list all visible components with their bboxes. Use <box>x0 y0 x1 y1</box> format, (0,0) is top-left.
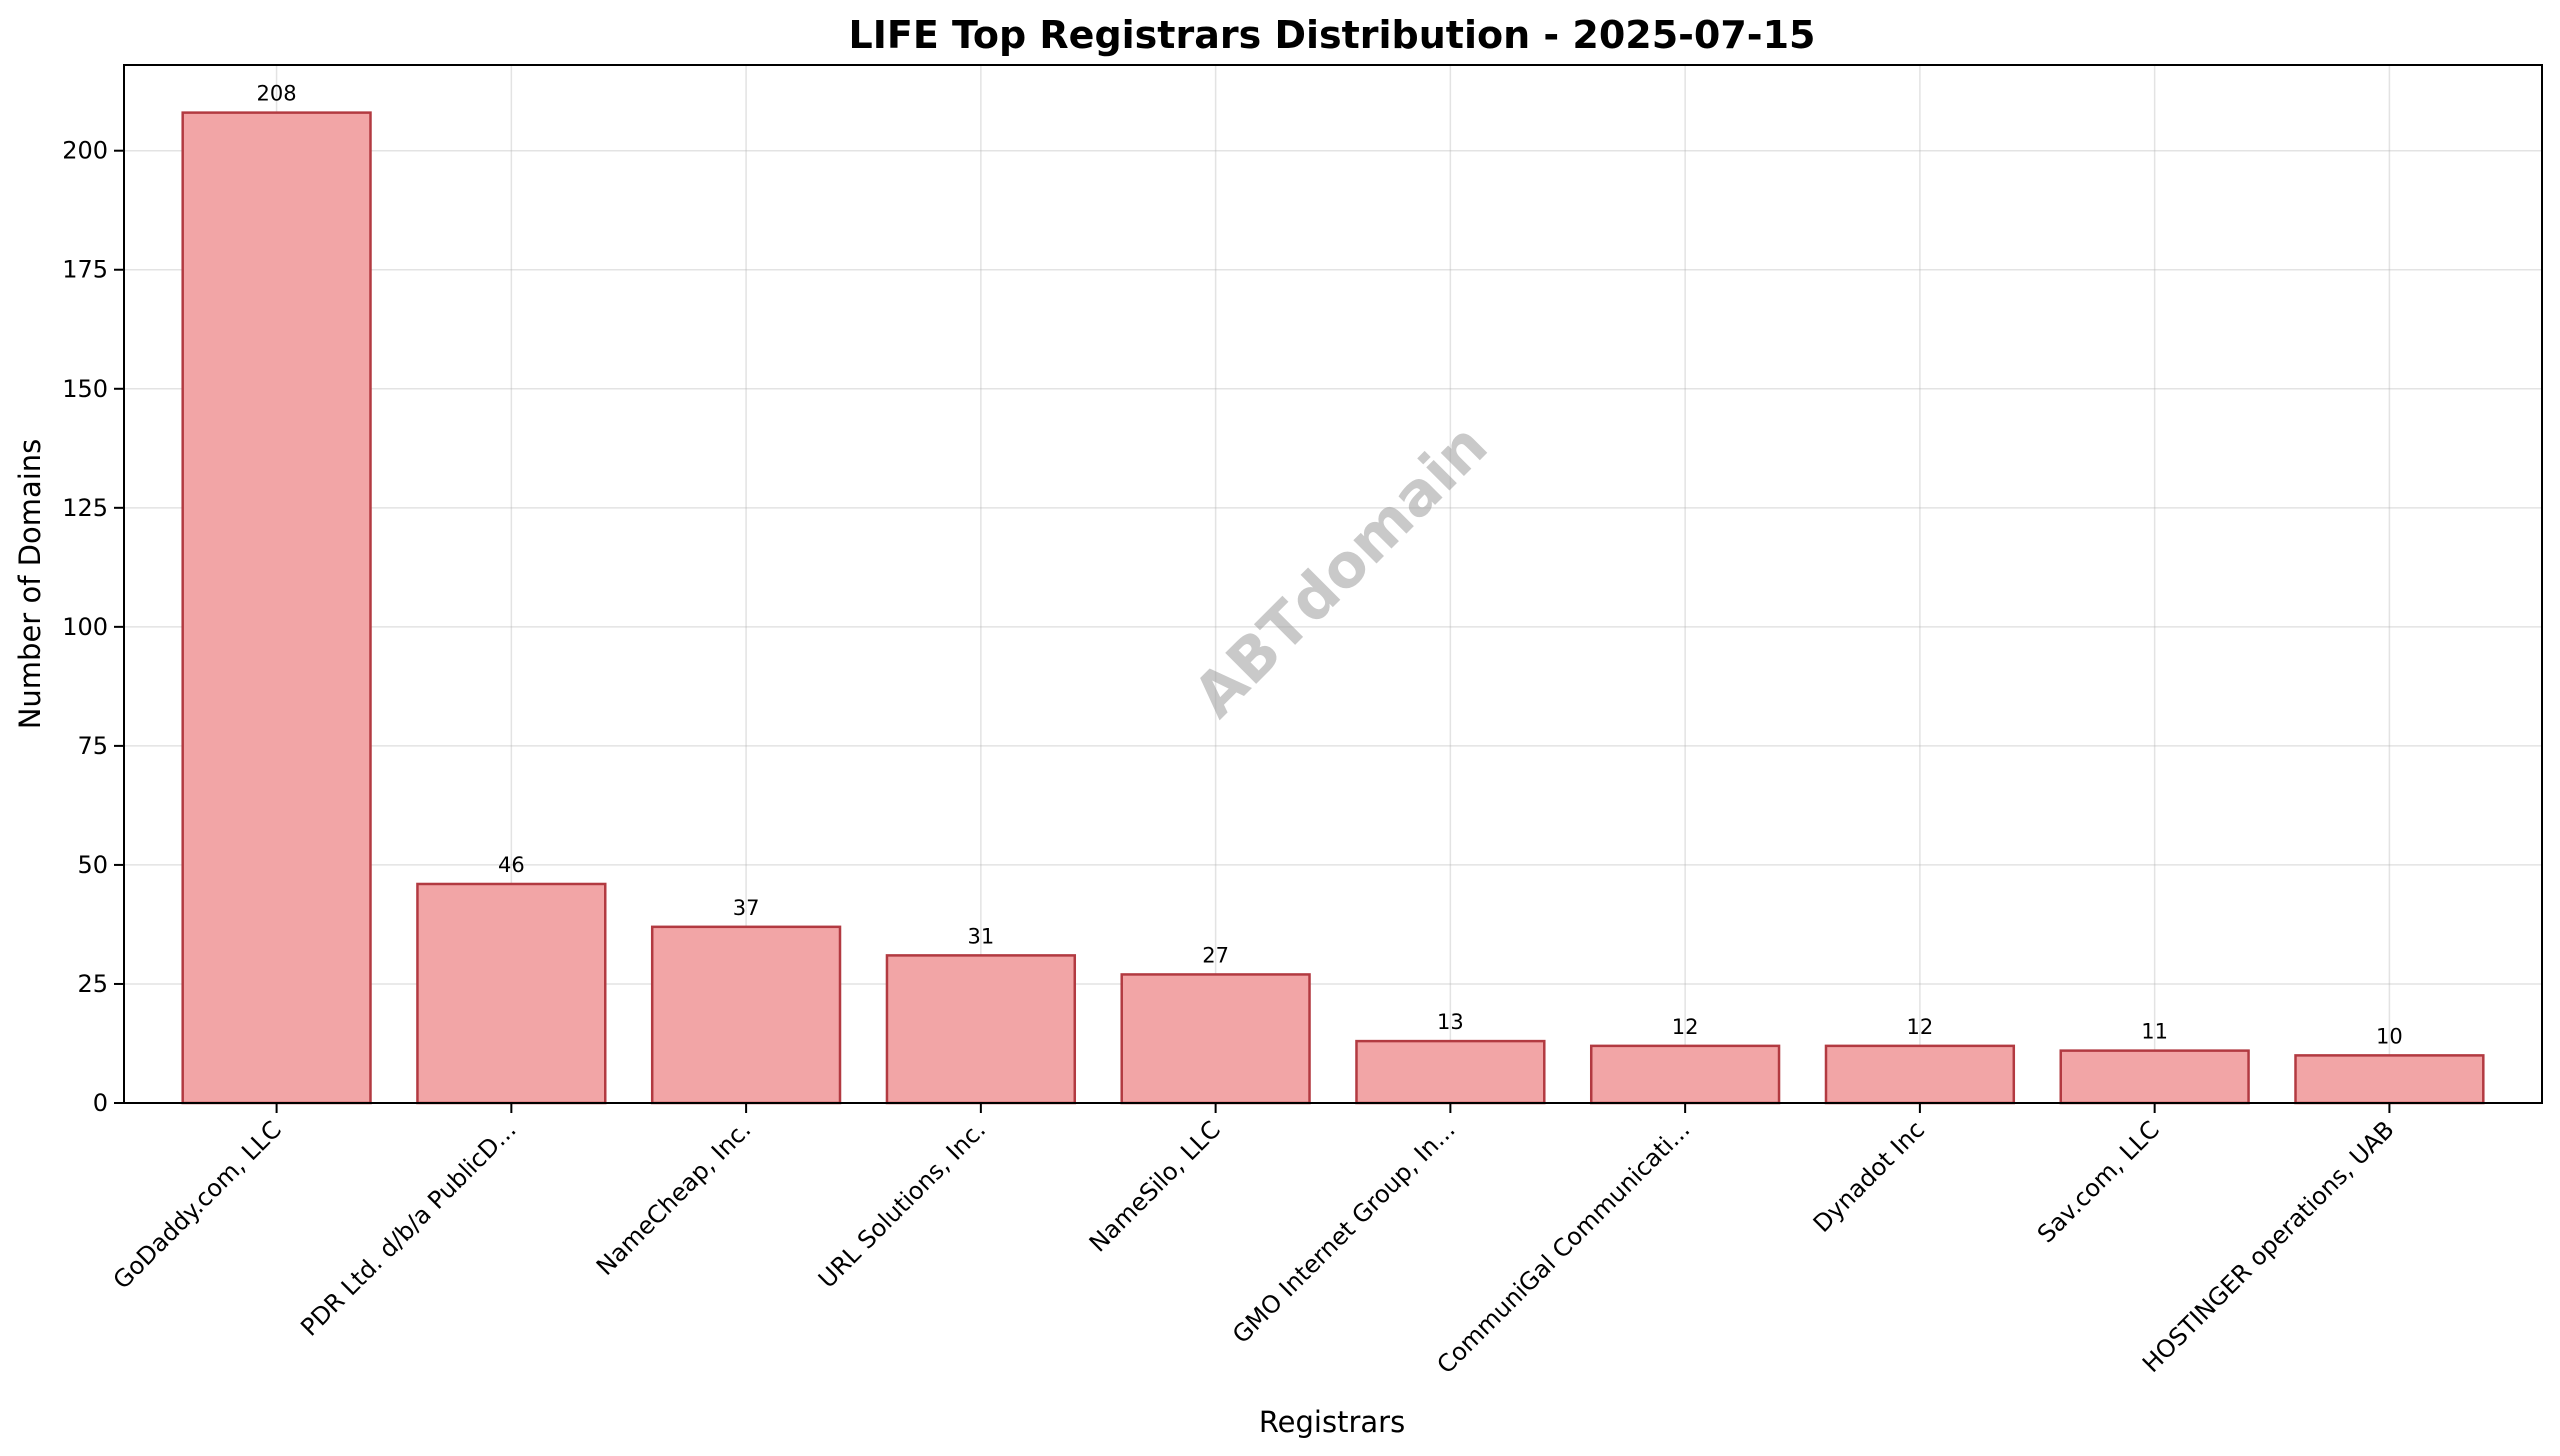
bar-value-label: 10 <box>2376 1024 2403 1048</box>
watermark: ABTdomain <box>1180 410 1501 731</box>
bar-value-label: 208 <box>257 82 297 106</box>
bar <box>2294 1054 2485 1105</box>
x-tick-label: Sav.com, LLC <box>2032 1115 2165 1248</box>
y-tick-label: 50 <box>77 851 108 879</box>
bar-value-label: 37 <box>733 896 760 920</box>
grid-lines <box>124 65 2542 1104</box>
bar-value-label: 11 <box>2141 1020 2168 1044</box>
bar <box>650 925 842 1105</box>
x-axis-label: Registrars <box>1259 1405 1405 1439</box>
y-tick-label: 125 <box>62 494 108 522</box>
bar-value-label: 46 <box>498 853 525 877</box>
bar <box>416 882 607 1105</box>
x-tick-label: URL Solutions, Inc. <box>813 1115 991 1293</box>
x-tick-label: CommuniGal Communicati... <box>1432 1115 1696 1379</box>
x-tick-label: PDR Ltd. d/b/a PublicD... <box>295 1115 521 1341</box>
y-tick-label: 150 <box>62 375 108 403</box>
y-tick-label: 200 <box>62 137 108 165</box>
bar-value-label: 12 <box>1672 1015 1699 1039</box>
chart-title: LIFE Top Registrars Distribution - 2025-… <box>849 13 1816 57</box>
bar <box>885 954 1077 1105</box>
y-tick-label: 175 <box>62 256 108 284</box>
bar <box>181 111 372 1105</box>
x-tick-label: NameCheap, Inc. <box>591 1115 756 1280</box>
x-tick-label: HOSTINGER operations, UAB <box>2137 1115 2400 1378</box>
x-tick-label: NameSilo, LLC <box>1084 1115 1226 1257</box>
y-axis-label: Number of Domains <box>13 439 47 730</box>
bar-series <box>181 111 2485 1105</box>
plot-frame <box>123 64 2543 1104</box>
x-tick-label: GoDaddy.com, LLC <box>108 1115 287 1294</box>
bar-value-label: 13 <box>1437 1010 1464 1034</box>
y-tick-label: 25 <box>77 970 108 998</box>
bar-value-labels: 208 46 37 31 27 13 12 12 11 10 <box>257 82 2403 1049</box>
bar <box>1589 1044 1781 1105</box>
x-tick-label: Dynadot Inc <box>1808 1115 1930 1237</box>
bar <box>1355 1039 1546 1105</box>
bar <box>2059 1049 2250 1105</box>
bar <box>1120 973 1311 1105</box>
y-axis: 0 25 50 75 100 125 150 175 200 <box>62 137 124 1117</box>
x-axis: GoDaddy.com, LLC PDR Ltd. d/b/a PublicD..… <box>108 1103 2400 1379</box>
bar-value-label: 31 <box>967 924 994 948</box>
y-tick-label: 75 <box>77 732 108 760</box>
bar <box>1824 1044 2016 1105</box>
bar-value-label: 12 <box>1907 1015 1934 1039</box>
y-tick-label: 0 <box>93 1089 108 1117</box>
y-tick-label: 100 <box>62 613 108 641</box>
x-tick-label: GMO Internet Group, In... <box>1227 1115 1461 1349</box>
bar-value-label: 27 <box>1202 943 1229 967</box>
